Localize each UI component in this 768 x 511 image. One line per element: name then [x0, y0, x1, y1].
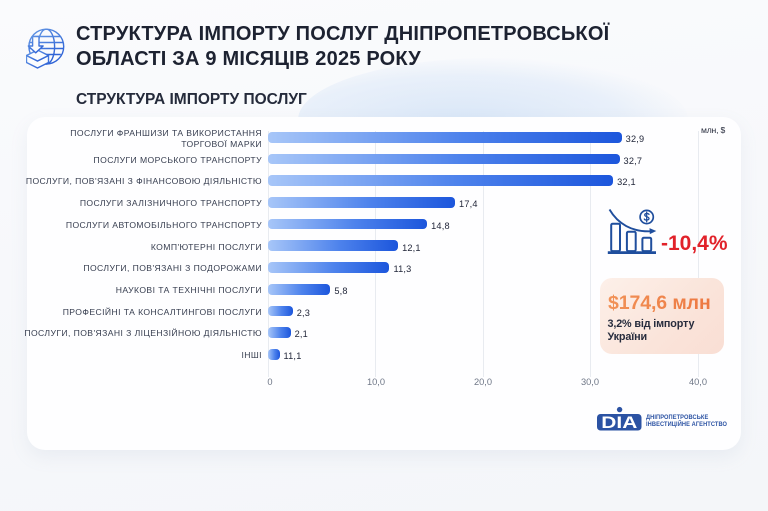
- svg-text:DIA: DIA: [601, 414, 637, 432]
